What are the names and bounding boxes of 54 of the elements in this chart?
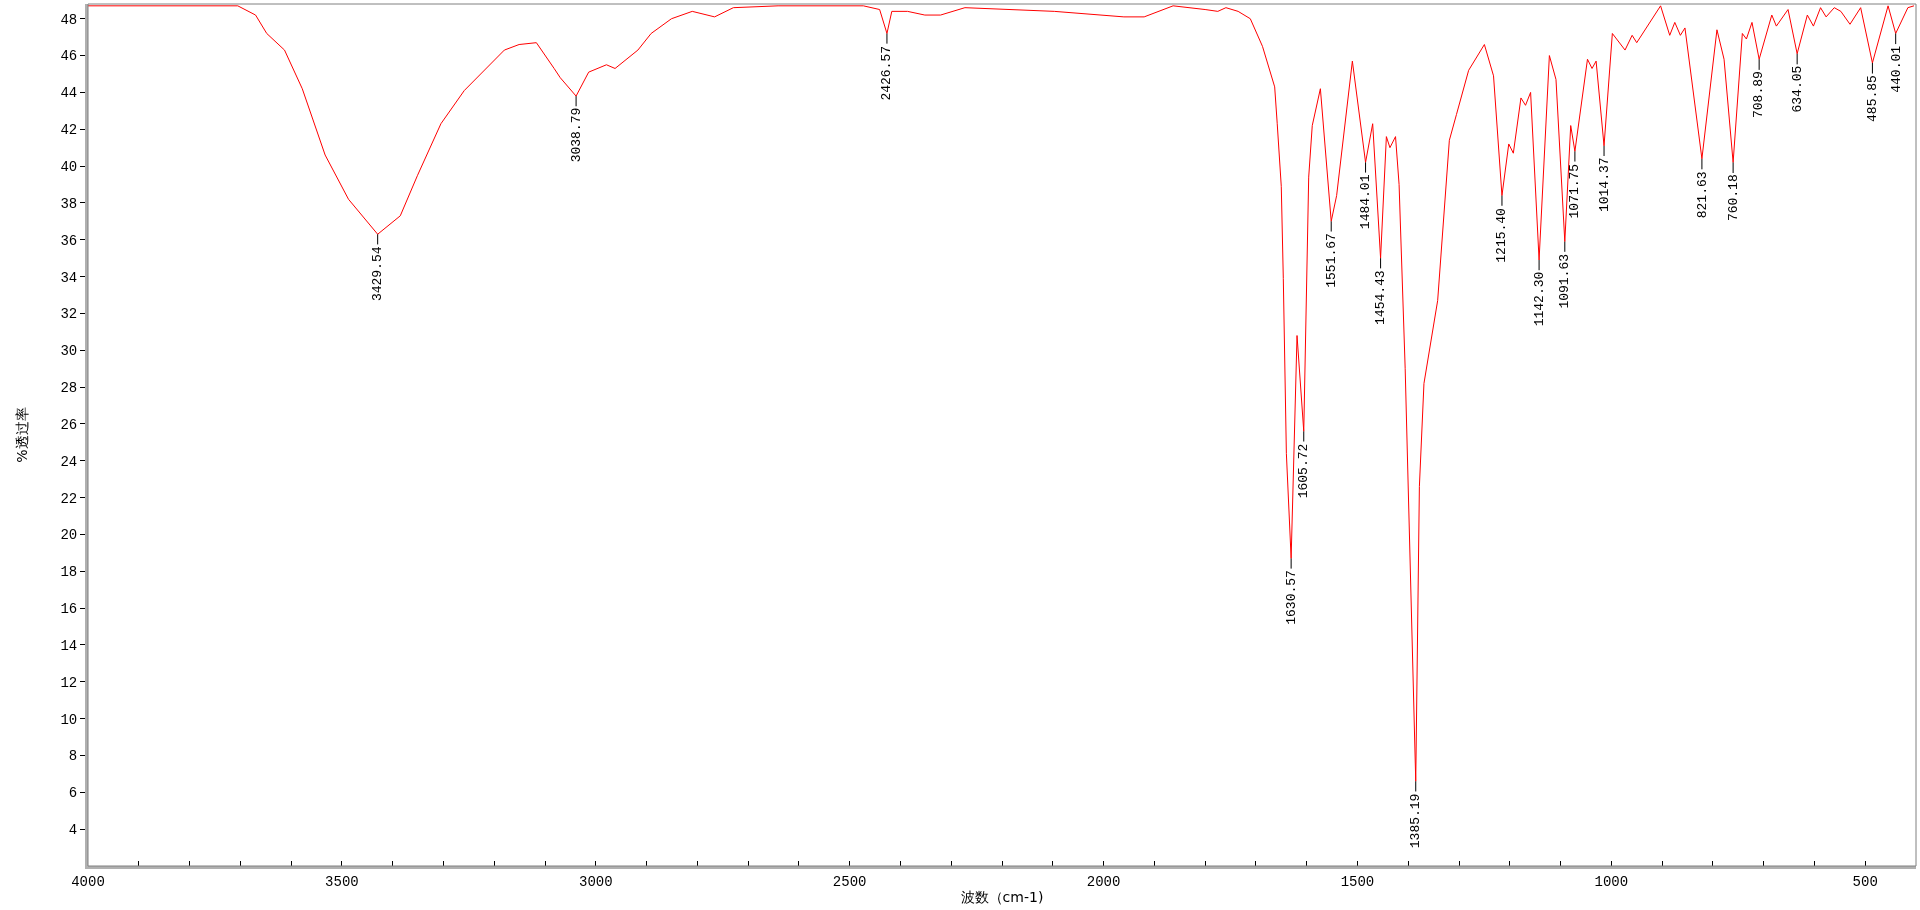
y-tick-label: 12	[60, 674, 78, 691]
annotation: 1142.30	[1531, 271, 1547, 327]
y-tick-label: 36	[60, 232, 78, 249]
y-tick-label: 46	[60, 48, 78, 65]
annotation: 440.01	[1888, 45, 1904, 93]
annotation: 2426.57	[879, 46, 895, 101]
x-tick-label: 1500	[1340, 873, 1375, 890]
x-tick-label: 2000	[1086, 873, 1121, 890]
annotation: 1091.63	[1557, 254, 1573, 309]
y-tick-label: 48	[60, 11, 78, 28]
annotation: 1385.19	[1408, 793, 1424, 849]
x-tick-label: 500	[1852, 873, 1878, 890]
x-tick-label: 4000	[71, 873, 105, 890]
y-tick-label: 22	[60, 490, 78, 507]
y-tick-label: 14	[60, 637, 78, 654]
y-tick-label: 24	[60, 453, 78, 470]
y-tick-label: 40	[60, 158, 78, 175]
annotation: 1551.67	[1323, 233, 1339, 288]
annotation: 1071.75	[1567, 163, 1583, 219]
annotation: 821.63	[1694, 171, 1710, 219]
y-axis-title: %透过率	[13, 407, 30, 463]
y-tick-label: 18	[60, 564, 78, 581]
annotation: 760.18	[1726, 174, 1742, 222]
annotation: 3429.54	[370, 246, 386, 302]
x-tick-label: 1000	[1594, 873, 1629, 890]
annotation: 485.85	[1864, 75, 1880, 122]
y-tick-label: 30	[60, 343, 78, 360]
annotation: 3038.79	[568, 107, 584, 163]
y-tick-label: 8	[68, 748, 78, 765]
y-tick-label: 44	[60, 85, 78, 102]
y-tick-label: 34	[60, 269, 78, 286]
y-tick-label: 28	[60, 380, 78, 397]
annotation: 1454.43	[1373, 270, 1389, 325]
x-tick-label: 3500	[325, 873, 359, 890]
y-tick-label: 38	[60, 195, 78, 212]
annotation: 634.05	[1789, 65, 1805, 113]
annotation: 1630.57	[1283, 570, 1299, 625]
annotation: 708.89	[1751, 71, 1767, 119]
x-axis-title: 波数（cm-1)	[960, 889, 1044, 906]
y-tick-label: 6	[68, 785, 78, 802]
y-tick-label: 32	[60, 306, 78, 323]
line-series	[88, 5, 1915, 782]
y-tick-label: 26	[60, 416, 78, 433]
x-tick-label: 3000	[578, 873, 613, 890]
y-tick-label: 16	[60, 601, 78, 618]
x-tick-label: 2500	[832, 873, 867, 890]
y-tick-label: 4	[68, 822, 78, 839]
y-tick-label: 10	[60, 711, 78, 728]
y-tick-label: 20	[60, 527, 78, 544]
annotation: 1484.01	[1357, 174, 1373, 230]
annotation: 1215.40	[1494, 208, 1510, 263]
y-tick-label: 42	[60, 122, 78, 139]
annotation: 1605.72	[1296, 443, 1312, 499]
annotation: 1014.37	[1597, 157, 1613, 213]
